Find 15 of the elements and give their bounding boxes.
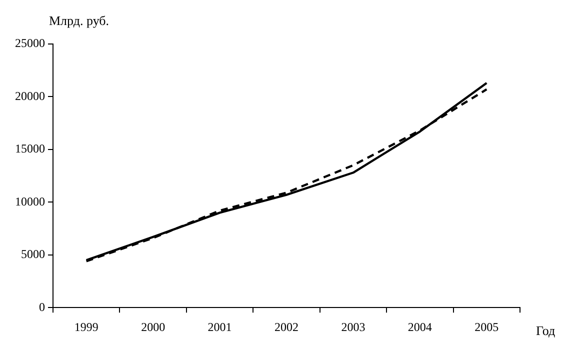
x-tick-label: 2000 bbox=[141, 320, 166, 334]
y-tick-label: 15000 bbox=[15, 142, 45, 156]
y-tick-label: 20000 bbox=[15, 88, 45, 103]
x-tick-label: 2001 bbox=[208, 320, 232, 334]
y-tick-label: 5000 bbox=[21, 247, 45, 262]
x-tick-label: 1999 bbox=[74, 320, 98, 334]
y-tick-label: 10000 bbox=[15, 194, 45, 208]
y-tick-label: 0 bbox=[39, 300, 45, 314]
y-axis-title: Млрд. руб. bbox=[49, 12, 110, 28]
x-tick-label: 2003 bbox=[341, 320, 366, 334]
y-tick-label: 25000 bbox=[15, 36, 45, 50]
x-axis-title: Год bbox=[536, 323, 556, 338]
x-tick-label: 2005 bbox=[474, 320, 499, 334]
x-tick-label: 2002 bbox=[274, 320, 298, 334]
x-tick-label: 2004 bbox=[408, 320, 432, 334]
